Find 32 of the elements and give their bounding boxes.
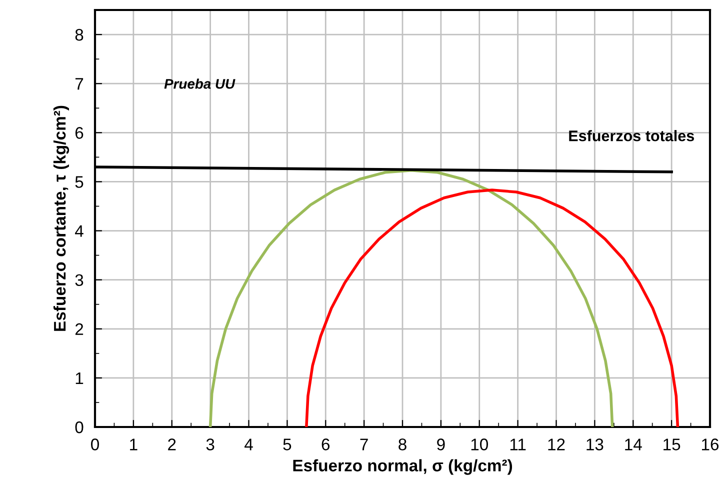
y-tick-label: 3: [75, 274, 84, 286]
annotation: Esfuerzos totales: [569, 130, 694, 142]
x-tick-label: 15: [664, 438, 680, 450]
x-tick-label: 3: [206, 438, 214, 450]
x-tick-label: 16: [702, 438, 719, 450]
y-tick-label: 4: [75, 225, 84, 237]
line-series: [305, 188, 680, 427]
x-tick-label: 0: [91, 438, 99, 450]
x-tick-label: 11: [510, 438, 526, 450]
y-tick-label: 7: [75, 78, 84, 90]
x-tick-label: 9: [437, 438, 445, 450]
x-tick-label: 1: [130, 438, 138, 450]
annotation: Prueba UU: [164, 78, 236, 89]
y-tick-label: 2: [75, 323, 84, 335]
x-tick-label: 8: [398, 438, 406, 450]
x-tick-label: 7: [360, 438, 368, 450]
x-tick-label: 4: [244, 438, 253, 450]
y-tick-label: 5: [75, 176, 84, 188]
x-tick-label: 14: [625, 438, 642, 450]
x-tick-label: 10: [471, 438, 488, 450]
y-tick-label: 1: [76, 372, 84, 384]
x-tick-label: 2: [168, 438, 176, 450]
x-tick-label: 12: [548, 438, 565, 450]
x-tick-label: 5: [283, 438, 292, 450]
x-tick-label: 6: [322, 438, 330, 450]
line-series: [208, 169, 614, 427]
y-tick-label: 6: [75, 127, 84, 139]
x-axis-title: Esfuerzo normal, σ (kg/cm²): [293, 459, 512, 475]
y-tick-label: 8: [75, 28, 84, 41]
y-tick-label: 0: [75, 421, 84, 434]
y-axis-title: Esfuerzo cortante, τ (kg/cm²): [53, 106, 70, 331]
x-tick-label: 13: [586, 438, 604, 450]
